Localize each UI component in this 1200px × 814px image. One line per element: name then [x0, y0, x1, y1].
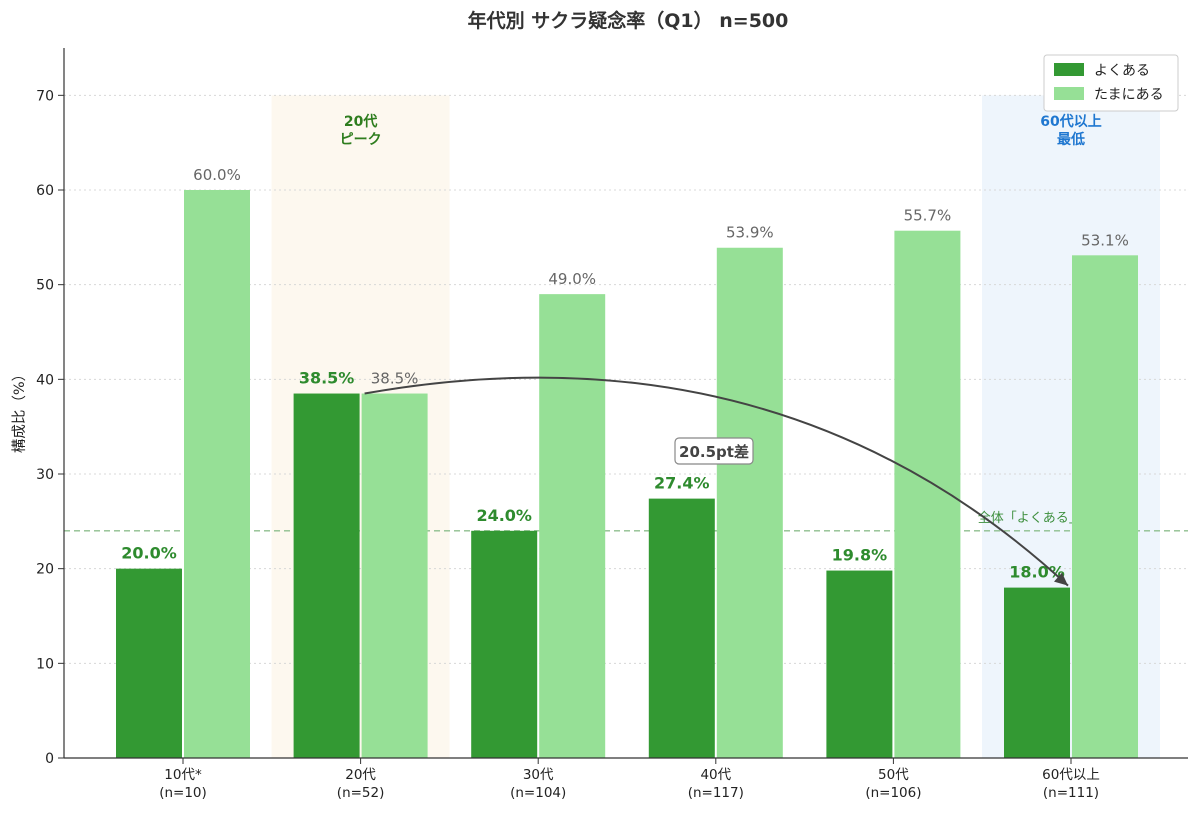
x-tick-label-1: 20代 — [345, 767, 376, 783]
legend-swatch-sometimes — [1054, 87, 1084, 100]
x-tick-label-2: 30代 — [523, 767, 554, 783]
y-tick-label-70: 70 — [36, 88, 54, 104]
bar-sometimes-0 — [184, 190, 250, 758]
annotation-text: 20.5pt差 — [679, 443, 749, 461]
bar-sometimes-5 — [1072, 255, 1138, 758]
y-tick-label-60: 60 — [36, 183, 54, 199]
data-label-sometimes-0: 60.0% — [193, 166, 241, 184]
bar-sometimes-1 — [361, 393, 428, 758]
x-tick-sublabel-0: (n=10) — [159, 785, 207, 801]
x-tick-sublabel-2: (n=104) — [510, 785, 566, 801]
grid-lines — [64, 94, 1188, 664]
y-tick-label-40: 40 — [36, 372, 54, 388]
y-tick-label-10: 10 — [36, 656, 54, 672]
legend-label-often: よくある — [1094, 63, 1150, 79]
annotation-group: 20.5pt差 — [364, 376, 1069, 587]
bar-often-5 — [1004, 587, 1070, 758]
data-label-often-2: 24.0% — [476, 506, 532, 525]
y-tick-label-50: 50 — [36, 278, 54, 294]
y-axis-label: 構成比（%） — [11, 367, 28, 453]
annotation-box — [674, 437, 754, 465]
legend-swatch-often — [1054, 63, 1084, 76]
annotation-arrowhead — [1054, 572, 1068, 586]
x-tick-label-4: 50代 — [878, 767, 909, 783]
data-label-sometimes-1: 38.5% — [371, 370, 419, 388]
bar-often-0 — [116, 568, 182, 758]
x-tick-label-0: 10代* — [164, 767, 202, 783]
legend: よくある たまにある — [1043, 54, 1179, 112]
x-tick-sublabel-1: (n=52) — [337, 785, 385, 801]
x-tick-sublabel-5: (n=111) — [1043, 785, 1099, 801]
annotation-arrow — [364, 376, 1069, 587]
y-tick-label-0: 0 — [45, 751, 54, 767]
bar-often-4 — [826, 570, 893, 758]
data-label-often-0: 20.0% — [121, 544, 177, 563]
data-label-often-5: 18.0% — [1009, 563, 1065, 582]
bar-often-2 — [471, 530, 538, 758]
bar-sometimes-3 — [716, 247, 783, 758]
x-tick-sublabel-3: (n=117) — [688, 785, 744, 801]
data-label-sometimes-3: 53.9% — [726, 224, 774, 242]
bar-often-1 — [293, 393, 360, 758]
highlight-label-low-line2: 最低 — [1057, 131, 1085, 148]
highlight-label-low-line1: 60代以上 — [1040, 113, 1101, 130]
highlight-label-peak-line1: 20代 — [344, 113, 377, 130]
bars — [116, 190, 1138, 758]
bar-sometimes-2 — [539, 294, 606, 758]
data-label-often-1: 38.5% — [299, 369, 355, 388]
y-tick-label-20: 20 — [36, 562, 54, 578]
chart-title: 年代別 サクラ疑念率（Q1） n=500 — [468, 9, 789, 32]
data-label-sometimes-5: 53.1% — [1081, 231, 1129, 249]
legend-label-sometimes: たまにある — [1094, 87, 1164, 103]
highlight-label-peak-line2: ピーク — [340, 132, 382, 148]
x-tick-label-5: 60代以上 — [1042, 767, 1100, 783]
axes: 0 10 20 30 40 50 60 70 10代* (n=10) 20代 (n=52) 30代 (n=… — [36, 48, 1188, 801]
y-tick-label-30: 30 — [36, 467, 54, 483]
data-label-often-3: 27.4% — [654, 474, 710, 493]
data-label-sometimes-4: 55.7% — [904, 207, 952, 225]
data-label-often-4: 19.8% — [832, 546, 888, 565]
x-tick-label-3: 40代 — [700, 767, 731, 783]
data-label-sometimes-2: 49.0% — [548, 270, 596, 288]
bar-often-3 — [648, 498, 715, 758]
x-tick-sublabel-4: (n=106) — [865, 785, 921, 801]
